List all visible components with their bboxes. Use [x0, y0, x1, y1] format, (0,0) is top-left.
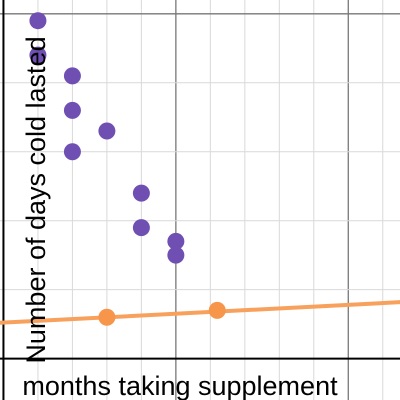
data-point [63, 67, 81, 85]
data-point [29, 12, 47, 30]
data-point [98, 122, 116, 140]
trend-lines [0, 300, 400, 325]
data-point [132, 219, 150, 237]
trend-line [0, 300, 400, 325]
data-point [29, 46, 47, 64]
data-point [63, 101, 81, 119]
x-axis-label: months taking supplement [22, 371, 338, 400]
data-point [132, 184, 150, 202]
data-point [208, 301, 226, 319]
data-point [167, 232, 185, 250]
data-point [98, 308, 116, 326]
data-point [63, 143, 81, 161]
data-point [167, 246, 185, 264]
data-points [29, 12, 226, 326]
y-axis-label: Number of days cold lasted [21, 36, 51, 363]
